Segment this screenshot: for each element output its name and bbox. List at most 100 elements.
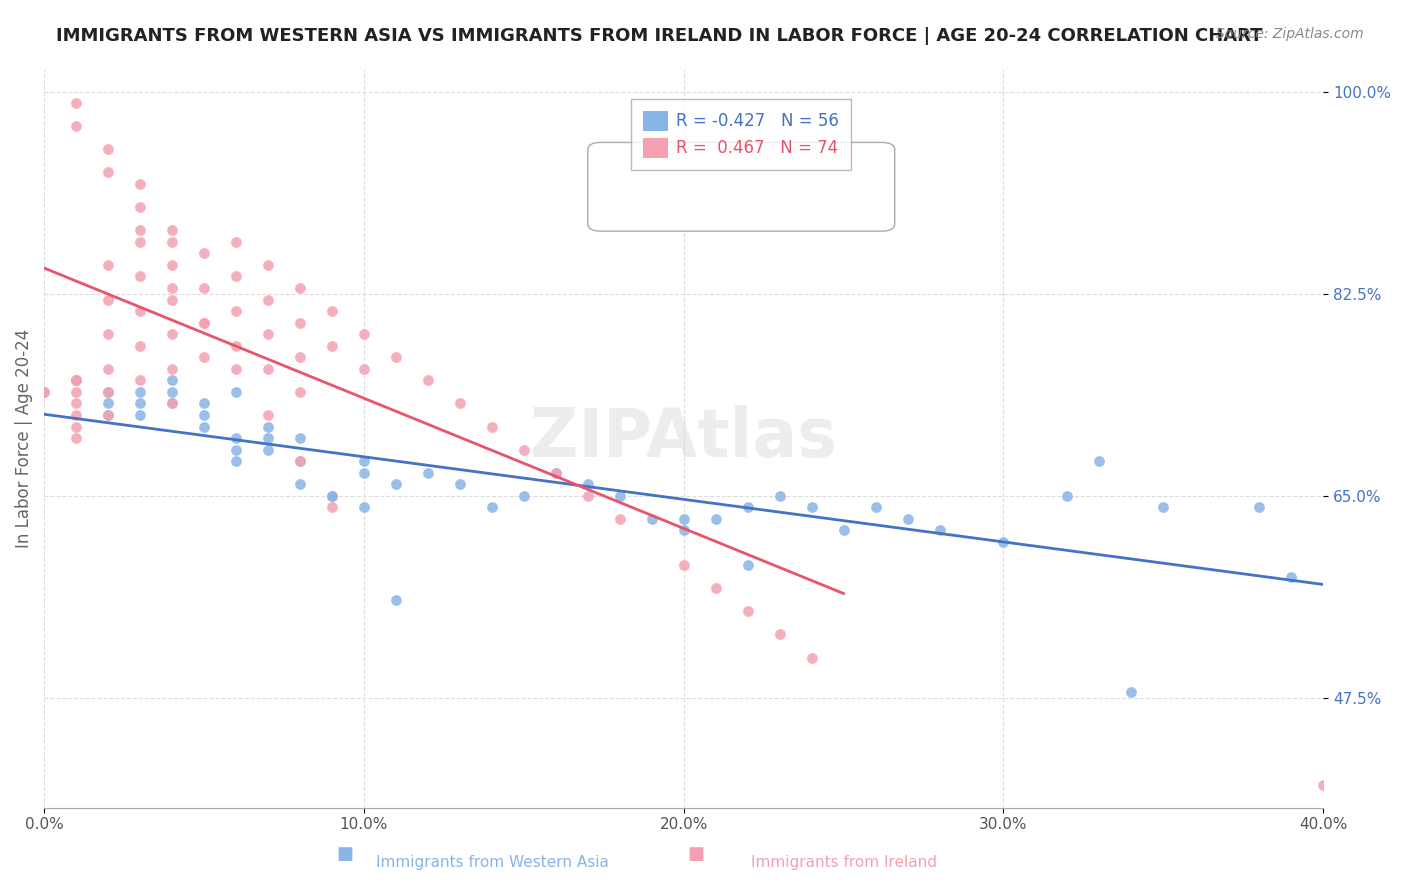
Point [129,408,152,422]
Point [193,246,215,260]
Point [160,258,183,272]
Point [193,316,215,330]
Point [769,627,792,641]
Point [544,466,567,480]
Point [97,384,120,399]
Point [129,373,152,387]
Point [97,408,120,422]
Point [65,431,87,445]
Point [32,384,55,399]
Point [160,235,183,249]
Point [257,408,280,422]
Point [160,396,183,410]
Point [193,419,215,434]
Point [97,142,120,156]
Point [737,500,759,515]
Point [65,408,87,422]
Point [65,396,87,410]
Point [993,535,1015,549]
Point [193,408,215,422]
Point [1088,454,1111,468]
Point [225,442,247,457]
Point [576,489,599,503]
Text: ZIPAtlas: ZIPAtlas [530,405,837,471]
Point [129,304,152,318]
Point [129,384,152,399]
Point [321,489,343,503]
Point [544,466,567,480]
Point [193,316,215,330]
Point [288,454,311,468]
Point [32,384,55,399]
Point [353,361,375,376]
Point [353,500,375,515]
Text: Immigrants from Ireland: Immigrants from Ireland [751,855,936,870]
Point [160,327,183,342]
Point [225,361,247,376]
Point [353,327,375,342]
Point [160,281,183,295]
Point [225,339,247,353]
Point [257,258,280,272]
Point [193,396,215,410]
Point [1121,685,1143,699]
Point [160,223,183,237]
Point [704,512,727,526]
Point [97,258,120,272]
Point [97,293,120,307]
Point [576,477,599,491]
Point [225,431,247,445]
Point [288,384,311,399]
Point [672,524,695,538]
Point [160,293,183,307]
Point [769,489,792,503]
Y-axis label: In Labor Force | Age 20-24: In Labor Force | Age 20-24 [15,328,32,548]
Point [97,327,120,342]
Point [160,384,183,399]
Point [288,477,311,491]
Point [129,396,152,410]
Point [225,269,247,284]
Text: Source: ZipAtlas.com: Source: ZipAtlas.com [1216,27,1364,41]
Point [193,281,215,295]
Text: ■: ■ [688,846,704,863]
Point [97,396,120,410]
Point [288,454,311,468]
Text: ■: ■ [336,846,353,863]
Point [1312,778,1334,792]
Point [65,384,87,399]
Point [609,489,631,503]
Point [896,512,918,526]
Point [288,431,311,445]
Point [97,384,120,399]
Point [513,489,536,503]
Point [288,351,311,365]
Point [225,304,247,318]
Point [257,293,280,307]
Text: Immigrants from Western Asia: Immigrants from Western Asia [375,855,609,870]
Legend: R = -0.427   N = 56, R =  0.467   N = 74: R = -0.427 N = 56, R = 0.467 N = 74 [631,99,851,169]
Point [65,120,87,134]
Point [416,373,439,387]
Point [641,512,664,526]
Point [129,269,152,284]
Point [288,281,311,295]
Text: IMMIGRANTS FROM WESTERN ASIA VS IMMIGRANTS FROM IRELAND IN LABOR FORCE | AGE 20-: IMMIGRANTS FROM WESTERN ASIA VS IMMIGRAN… [56,27,1263,45]
Point [481,419,503,434]
Point [65,419,87,434]
Point [65,373,87,387]
Point [193,351,215,365]
Point [321,339,343,353]
Point [609,512,631,526]
Point [225,235,247,249]
Point [449,477,471,491]
Point [385,351,408,365]
Point [257,361,280,376]
Point [928,524,950,538]
Point [225,384,247,399]
Point [160,396,183,410]
Point [672,512,695,526]
Point [257,327,280,342]
Point [129,339,152,353]
Point [1249,500,1271,515]
